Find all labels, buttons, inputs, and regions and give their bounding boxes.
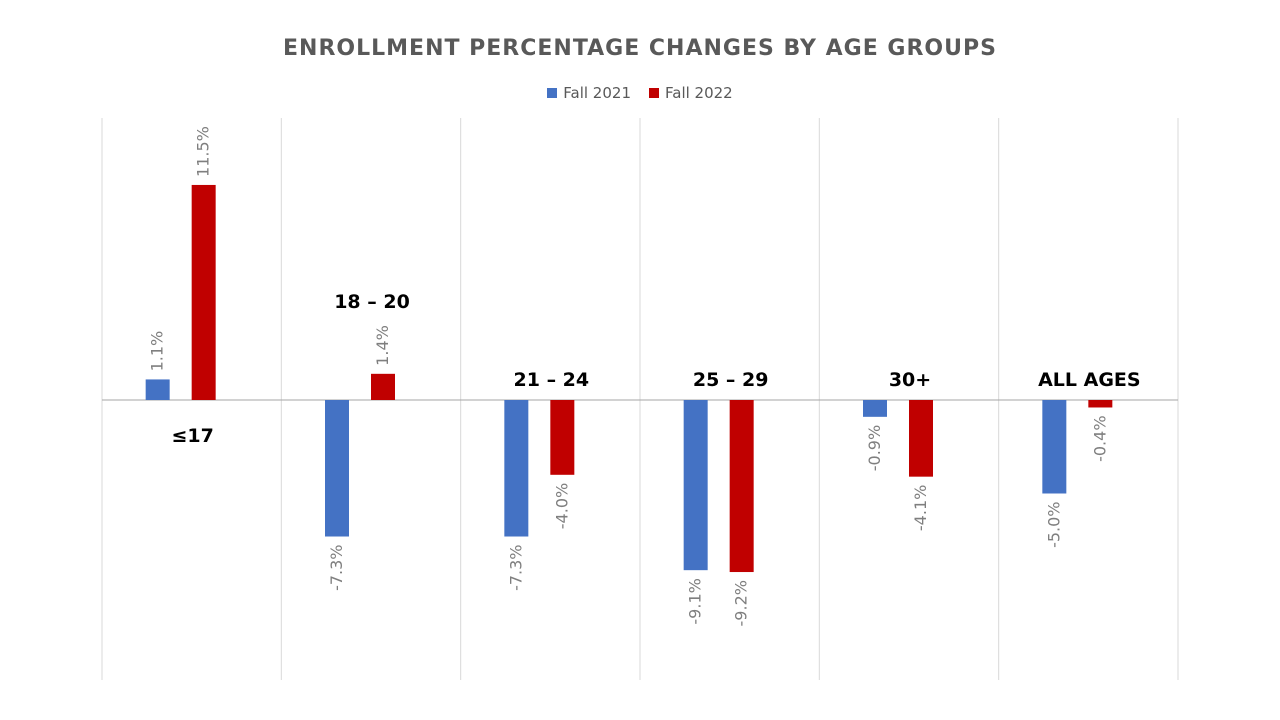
bar-fall-2021 [683, 400, 708, 571]
data-label: -5.0% [1044, 502, 1063, 548]
legend-item-series-2: Fall 2022 [649, 84, 733, 102]
category-label: ALL AGES [1038, 369, 1141, 391]
bar-fall-2022 [729, 400, 754, 573]
data-label: -9.1% [686, 578, 705, 624]
bar-fall-2022 [909, 400, 933, 477]
bar-fall-2021 [504, 400, 529, 537]
legend-item-series-1: Fall 2021 [547, 84, 631, 102]
legend-label-series-2: Fall 2022 [665, 84, 733, 102]
data-label: 1.1% [148, 331, 167, 372]
data-label: -0.9% [865, 425, 884, 471]
data-label: -0.4% [1090, 415, 1109, 461]
bar-fall-2022 [191, 184, 216, 400]
bar-fall-2022 [371, 373, 395, 400]
data-label: 11.5% [194, 126, 213, 177]
bar-fall-2022 [550, 400, 575, 475]
bar-fall-2022 [1088, 400, 1113, 408]
category-label: 18 – 20 [334, 291, 410, 313]
category-label: 30+ [889, 369, 931, 391]
data-label: -4.1% [911, 485, 930, 531]
bar-fall-2021 [145, 379, 170, 400]
data-label: -7.3% [506, 545, 525, 591]
category-label: 25 – 29 [693, 369, 769, 391]
category-label: ≤17 [171, 425, 213, 447]
bar-fall-2021 [325, 400, 349, 537]
bar-fall-2021 [1042, 400, 1067, 494]
data-label: 1.4% [373, 325, 392, 366]
data-label: -7.3% [327, 545, 346, 591]
category-label: 21 – 24 [514, 369, 590, 391]
legend-swatch-series-1 [547, 88, 558, 98]
legend-label-series-1: Fall 2021 [563, 84, 631, 102]
data-label: -9.2% [732, 580, 751, 626]
legend: Fall 2021 Fall 2022 [0, 84, 1280, 102]
data-label: -4.0% [552, 483, 571, 529]
bar-fall-2021 [863, 400, 887, 417]
legend-swatch-series-2 [649, 88, 659, 98]
chart-title: ENROLLMENT PERCENTAGE CHANGES BY AGE GRO… [283, 36, 997, 61]
